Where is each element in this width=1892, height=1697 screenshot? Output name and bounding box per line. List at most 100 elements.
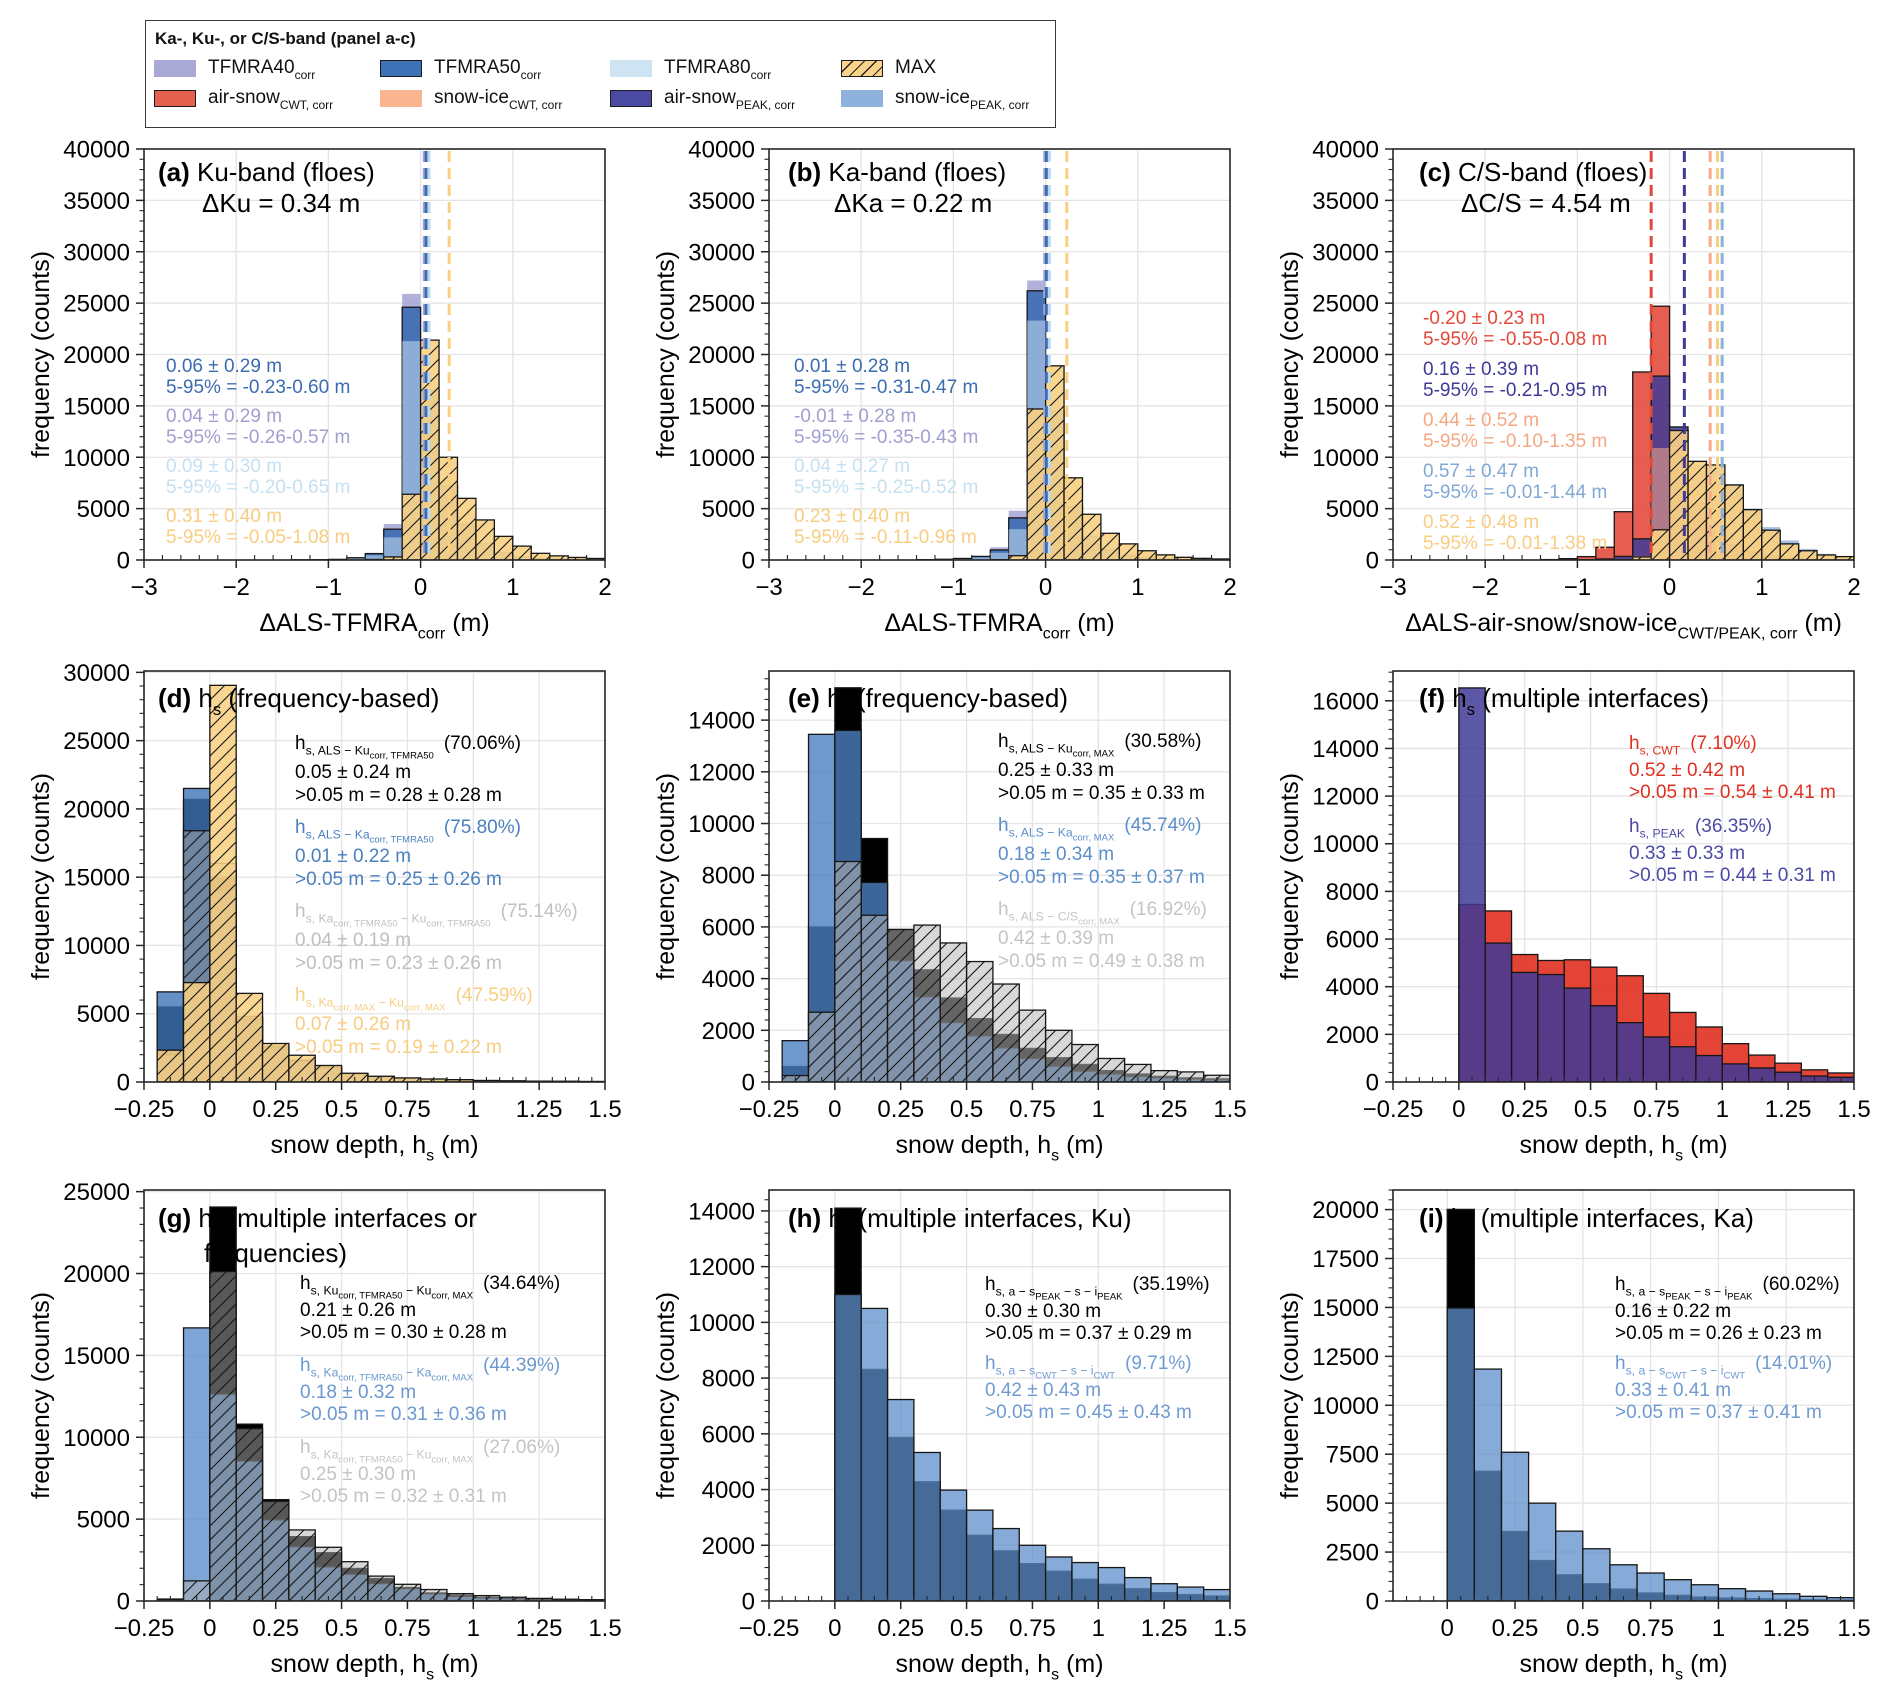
panel-a-bar-hatch-max (568, 557, 587, 560)
panel-c-stats-line: 5-95% = -0.01-1.44 m (1423, 482, 1607, 503)
panel-g-xtick-label: 0.75 (384, 1615, 431, 1642)
panel-e-xlabel-segment: (m) (1059, 1131, 1103, 1159)
panel-a-stats-line: 0.31 ± 0.40 m (166, 506, 282, 527)
panel-d-stats-label-subscript: − Ku (375, 996, 404, 1010)
panel-i-stats-line: >0.05 m = 0.26 ± 0.23 m (1615, 1323, 1822, 1344)
panel-h-stats-label-segment: h (985, 1274, 996, 1295)
panel-c-bar-as_cwt (1632, 371, 1652, 560)
panel-g-xtick-label: 1.25 (516, 1615, 563, 1642)
panel-i-xtick-label: 0 (1441, 1615, 1454, 1642)
panel-a-ytick-label: 20000 (63, 342, 130, 369)
panel-d-ylabel: frequency (counts) (27, 773, 55, 980)
panel-e-stats-line: >0.05 m = 0.49 ± 0.38 m (998, 951, 1205, 972)
panel-e-bar-hatch-cs_max (966, 961, 993, 1082)
panel-e-title-letter: (e) (788, 683, 820, 713)
panel-e-ytick-label: 0 (742, 1070, 755, 1097)
panel-b-stats-group: 0.23 ± 0.40 m5-95% = -0.11-0.96 m (794, 506, 977, 548)
panel-i-bar-cwt (1582, 1548, 1610, 1601)
panel-a-ytick-label: 35000 (63, 188, 130, 215)
panel-i-ytick-label: 17500 (1312, 1246, 1379, 1273)
panel-i-ytick-label: 20000 (1312, 1197, 1379, 1224)
panel-b-bar-hatch-max (1027, 408, 1046, 560)
panel-f-stats-percent: (36.35%) (1695, 816, 1772, 837)
panel-e-bar-hatch-cs_max (834, 861, 862, 1082)
panel-b-title-line2: ΔKa = 0.22 m (834, 188, 992, 218)
panel-f-ylabel: frequency (counts) (1276, 773, 1304, 980)
panel-i-stats-label-segment: h (1615, 1274, 1626, 1295)
panel-f-bar-peak (1616, 1022, 1644, 1082)
panel-b-ytick-label: 35000 (688, 188, 755, 215)
panel-f-stats-line: >0.05 m = 0.44 ± 0.31 m (1629, 865, 1836, 886)
panel-c-xtick-label: −1 (1564, 574, 1591, 601)
panel-e-stats-label-segment: h (998, 731, 1009, 752)
legend-swatch-air-snow-peak (610, 89, 652, 107)
panel-e-xlabel-subscript: s (1051, 1148, 1059, 1165)
panel-h-xtick-label: −0.25 (739, 1615, 800, 1642)
panel-c-bar-hatch-max (1817, 554, 1836, 560)
panel-b-stats-line: 0.23 ± 0.40 m (794, 506, 910, 527)
panel-f-ytick-label: 14000 (1312, 736, 1379, 763)
panel-g-xlabel: snow depth, hs (m) (270, 1650, 478, 1684)
panel-e-xtick-label: 0.75 (1009, 1096, 1056, 1123)
panel-h-xtick-label: 0.75 (1009, 1615, 1056, 1642)
panel-f-stats-line: >0.05 m = 0.54 ± 0.41 m (1629, 782, 1836, 803)
panel-e-bar-hatch-cs_max (1019, 1010, 1046, 1082)
panel-i-bar-cwt (1609, 1564, 1638, 1601)
panel-f-xtick-label: 0.25 (1501, 1096, 1548, 1123)
panel-h-stats-label-subscript: s, a − s (996, 1364, 1036, 1378)
panel-i-bar-cwt (1447, 1308, 1475, 1601)
panel-e-stats-label-segment: h (998, 815, 1009, 836)
legend-item-snow-ice-cwt: snow-ice CWT, corr (380, 87, 562, 112)
panel-b-bar-hatch-max (1064, 477, 1083, 560)
panel-b-xtick-label: 2 (1223, 574, 1236, 601)
panel-g-title-line2: frequencies) (204, 1238, 347, 1268)
panel-d-ytick-label: 30000 (63, 660, 130, 687)
panel-b-ytick-label: 20000 (688, 342, 755, 369)
panel-h-bar-cwt (861, 1308, 888, 1601)
panel-c-xtick-label: 1 (1755, 574, 1768, 601)
panel-i-bar-cwt (1501, 1452, 1529, 1601)
legend-title: Ka-, Ku-, or C/S-band (panel a-c) (155, 29, 416, 48)
panel-d-stats-label-segment: h (295, 985, 306, 1006)
panel-a-stats-group: 0.04 ± 0.29 m5-95% = -0.26-0.57 m (166, 406, 350, 448)
panel-e-bar-hatch-cs_max (1150, 1070, 1178, 1082)
panel-g-xtick-label: 1.5 (588, 1615, 621, 1642)
panel-i-ytick-label: 7500 (1326, 1442, 1379, 1469)
panel-g-bar-ka_ka (183, 1327, 210, 1601)
legend-label-subscript: corr (294, 68, 316, 82)
panel-b-bar-tfmra80 (1008, 529, 1028, 560)
panel-b-stats-line: 0.01 ± 0.28 m (794, 356, 910, 377)
panel-d-stats-label: hs, ALS − Kucorr, TFMRA50 (70.06%) (295, 733, 521, 761)
panel-f-xtick-label: 0.75 (1633, 1096, 1680, 1123)
legend-item-air-snow-peak: air-snow PEAK, corr (610, 87, 795, 112)
panel-f-xlabel: snow depth, hs (m) (1519, 1131, 1727, 1165)
panel-h-ytick-label: 6000 (702, 1421, 755, 1448)
panel-a-bar-hatch-max (512, 546, 532, 560)
panel-d-stats-label-segment: h (295, 901, 306, 922)
panel-e: (e) hs (frequency-based)hs, ALS − Kucorr… (652, 670, 1247, 1165)
panel-g-stats-line: >0.05 m = 0.31 ± 0.36 m (300, 1404, 507, 1425)
panel-c-title-letter: (c) (1419, 157, 1451, 187)
panel-h-ytick-label: 10000 (688, 1310, 755, 1337)
panel-f-xtick-label: 1.25 (1765, 1096, 1812, 1123)
panel-i-xlabel-subscript: s (1675, 1667, 1683, 1684)
panel-h-xtick-label: 0.5 (950, 1615, 983, 1642)
panel-e-stats-label-subscript: s, ALS − Ku (1009, 742, 1073, 756)
panel-b-bar-tfmra80 (971, 557, 991, 560)
panel-i-ytick-label: 15000 (1312, 1295, 1379, 1322)
panel-f-title-segment: (multiple interfaces) (1475, 683, 1709, 713)
panel-h-stats-line: 0.42 ± 0.43 m (985, 1380, 1101, 1401)
panel-h-xlabel-segment: snow depth, h (895, 1650, 1051, 1678)
panel-a-title-line2: ΔKu = 0.34 m (202, 188, 360, 218)
legend-label-subscript: PEAK, corr (735, 98, 796, 112)
panel-c-bar-hatch-max (1688, 461, 1707, 560)
panel-e-bar-hatch-cs_max (1045, 1030, 1072, 1082)
panel-e-bar-hatch-cs_max (887, 929, 914, 1082)
panel-f-title: (f) hs (multiple interfaces) (1419, 683, 1709, 719)
panel-c-title: (c) C/S-band (floes) (1419, 157, 1647, 187)
panel-b-ytick-label: 40000 (688, 137, 755, 164)
legend-label: TFMRA50 (434, 57, 521, 78)
panel-a-xtick-label: 0 (414, 574, 427, 601)
panel-f-bar-peak (1537, 974, 1565, 1082)
panel-d-bar-edge-ka_ku_max (209, 684, 237, 1082)
